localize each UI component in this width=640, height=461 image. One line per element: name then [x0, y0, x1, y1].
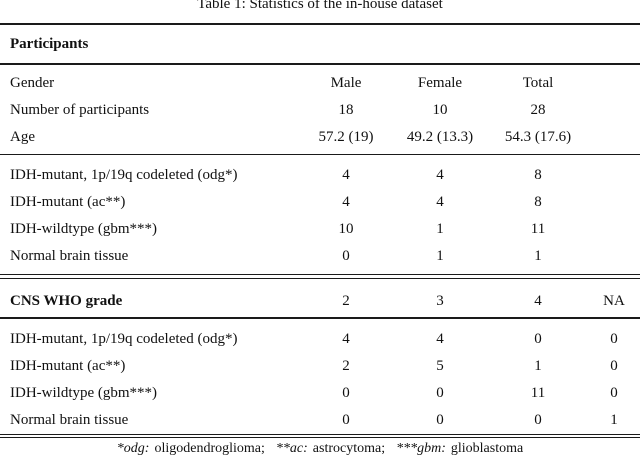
row-label: IDH-wildtype (gbm***): [10, 221, 158, 237]
cell-value: 1: [436, 221, 444, 237]
cell-value: 8: [534, 167, 542, 183]
table-row-gender: Gender Male Female Total: [0, 70, 640, 97]
cell-value: 10: [338, 221, 354, 237]
row-label: IDH-mutant, 1p/19q codeleted (odg*): [10, 330, 238, 347]
top-rule: [0, 23, 640, 25]
table-row-gbm: IDH-wildtype (gbm***) 10 1 11: [0, 216, 640, 243]
row-label: IDH-mutant (ac**): [10, 357, 126, 374]
cell-total-header: Total: [522, 74, 554, 91]
table-row-odg: IDH-mutant, 1p/19q codeleted (odg*) 4 4 …: [0, 162, 640, 189]
cell-value: 4: [342, 167, 350, 183]
table-caption: Table 1: Statistics of the in-house data…: [197, 0, 443, 12]
bottom-double-rule: [0, 433, 640, 438]
abbreviation-meaning: oligodendroglioma;: [154, 440, 265, 456]
cell-value: 4: [436, 194, 444, 210]
row-label: IDH-wildtype (gbm***): [10, 384, 158, 401]
cell-value: 11: [530, 384, 546, 401]
cell-value: 8: [534, 194, 542, 210]
cell-value: 0: [342, 411, 350, 428]
row-label: Age: [10, 128, 35, 145]
abbreviation-gbm: ***gbm:: [396, 440, 446, 456]
table-row-odg-grades: IDH-mutant, 1p/19q codeleted (odg*) 4 4 …: [0, 326, 640, 353]
table-row-ac: IDH-mutant (ac**) 4 4 8: [0, 189, 640, 216]
cell-value: 4: [436, 330, 444, 347]
grade-section-title: CNS WHO grade: [10, 292, 123, 309]
grade-header-row: CNS WHO grade 2 3 4 NA: [0, 288, 640, 315]
footnote-item-gbm: ***gbm: glioblastoma: [396, 441, 523, 457]
abbreviation-ac: **ac:: [275, 440, 308, 456]
row-label: IDH-mutant, 1p/19q codeleted (odg*): [10, 167, 238, 183]
table-row-ac-grades: IDH-mutant (ac**) 2 5 1 0: [0, 353, 640, 380]
cell-value: 18: [338, 101, 354, 118]
cell-value: 1: [534, 357, 542, 374]
cell-value: 4: [436, 167, 444, 183]
rule-under-demographics: [0, 153, 640, 155]
cell-value: 49.2 (13.3): [406, 128, 474, 145]
table-row-age: Age 57.2 (19) 49.2 (13.3) 54.3 (17.6): [0, 124, 640, 151]
participants-section-title: Participants: [10, 35, 89, 52]
cell-male-header: Male: [330, 74, 362, 91]
cell-value: 1: [610, 411, 618, 428]
cell-value: 0: [342, 248, 350, 264]
rule-under-grade-header: [0, 316, 640, 319]
cell-value: 5: [436, 357, 444, 374]
table-row-normal: Normal brain tissue 0 1 1: [0, 243, 640, 270]
row-label: Number of participants: [10, 101, 150, 118]
row-label: Normal brain tissue: [10, 248, 129, 264]
footnote-item-odg: *odg: oligodendroglioma;: [117, 441, 265, 457]
cell-value: 2: [342, 357, 350, 374]
row-label: IDH-mutant (ac**): [10, 194, 126, 210]
cell-value: 1: [436, 248, 444, 264]
cell-female-header: Female: [417, 74, 463, 91]
cell-value: 0: [436, 384, 444, 401]
double-rule-above-grade: [0, 274, 640, 279]
abbreviation-odg: *odg:: [116, 440, 150, 456]
cell-value: 1: [534, 248, 542, 264]
footnote-item-ac: **ac: astrocytoma;: [276, 441, 385, 457]
cell-grade-2-header: 2: [342, 292, 350, 309]
cell-value: 10: [432, 101, 448, 118]
cell-value: 28: [530, 101, 546, 118]
cell-value: 0: [534, 330, 542, 347]
cell-grade-na-header: NA: [603, 292, 625, 309]
cell-value: 54.3 (17.6): [504, 128, 572, 145]
abbreviation-meaning: glioblastoma: [450, 440, 524, 456]
row-label: Gender: [10, 74, 55, 91]
row-label: Normal brain tissue: [10, 411, 129, 428]
cell-value: 4: [342, 330, 350, 347]
diagnosis-section: IDH-mutant, 1p/19q codeleted (odg*) 4 4 …: [0, 155, 640, 274]
table-row-gbm-grades: IDH-wildtype (gbm***) 0 0 11 0: [0, 380, 640, 407]
table-footnote: *odg: oligodendroglioma; **ac: astrocytoma…: [0, 438, 640, 459]
cell-value: 0: [436, 411, 444, 428]
abbreviation-meaning: astrocytoma;: [312, 440, 386, 456]
grade-header-section: CNS WHO grade 2 3 4 NA: [0, 279, 640, 317]
cell-grade-4-header: 4: [534, 292, 542, 309]
cell-value: 57.2 (19): [318, 128, 374, 145]
cell-value: 4: [342, 194, 350, 210]
cell-value: 0: [610, 330, 618, 347]
rule-under-participants-header: [0, 63, 640, 65]
cell-grade-3-header: 3: [436, 292, 444, 309]
cell-value: 0: [610, 384, 618, 401]
table-row-normal-grades: Normal brain tissue 0 0 0 1: [0, 407, 640, 434]
participants-section-header: Participants: [0, 25, 640, 63]
cell-value: 0: [610, 357, 618, 374]
table-row-count: Number of participants 18 10 28: [0, 97, 640, 124]
cell-value: 0: [534, 411, 542, 428]
participants-section: Gender Male Female Total Number of parti…: [0, 65, 640, 154]
cell-value: 11: [530, 221, 546, 237]
cell-value: 0: [342, 384, 350, 401]
grade-section: IDH-mutant, 1p/19q codeleted (odg*) 4 4 …: [0, 319, 640, 434]
